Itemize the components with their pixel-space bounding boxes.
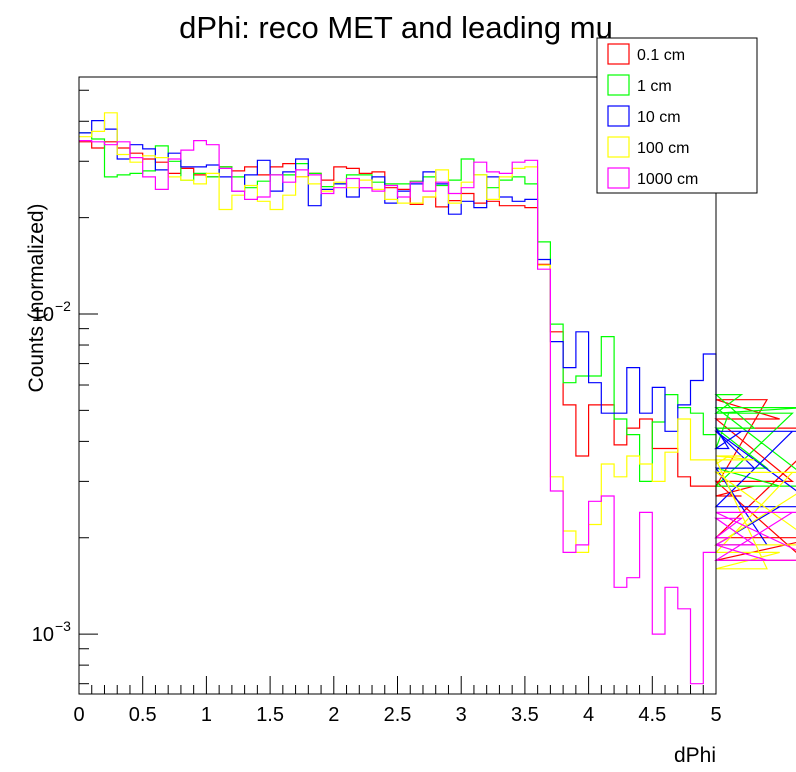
legend-label-2: 10 cm xyxy=(637,109,681,126)
y-tick-base: 10 xyxy=(32,304,54,326)
x-tick-label: 4 xyxy=(583,704,594,726)
legend-swatch-3 xyxy=(607,136,630,158)
legend-swatch-1 xyxy=(607,74,630,96)
y-axis-label: Counts (normalized) xyxy=(25,203,48,392)
legend-label-0: 0.1 cm xyxy=(637,47,685,64)
x-tick-label: 1.5 xyxy=(256,704,284,726)
legend-label-4: 1000 cm xyxy=(637,171,698,188)
chart-title: dPhi: reco MET and leading mu xyxy=(179,10,613,45)
y-axis: 10−210−3 xyxy=(32,89,98,685)
x-axis-label: dPhi xyxy=(674,744,716,767)
x-tick-label: 1 xyxy=(201,704,212,726)
legend-swatch-0 xyxy=(607,43,630,65)
x-tick-label: 0.5 xyxy=(129,704,157,726)
y-tick-exponent: −3 xyxy=(55,618,71,634)
legend-label-3: 100 cm xyxy=(637,140,689,157)
series-3-line xyxy=(79,112,796,570)
x-tick-label: 2 xyxy=(328,704,339,726)
y-tick-exponent: −2 xyxy=(55,298,71,314)
legend: 0.1 cm 1 cm 10 cm 100 cm 1000 cm xyxy=(596,37,758,194)
x-tick-label: 4.5 xyxy=(638,704,666,726)
legend-label-1: 1 cm xyxy=(637,78,672,95)
legend-swatch-4 xyxy=(607,167,630,189)
x-tick-label: 3 xyxy=(456,704,467,726)
legend-swatch-2 xyxy=(607,105,630,127)
x-tick-label: 2.5 xyxy=(384,704,412,726)
x-tick-label: 0 xyxy=(73,704,84,726)
series-2-line xyxy=(79,120,796,546)
y-tick-label: 10 −2 xyxy=(32,298,71,326)
y-tick-base: 10 xyxy=(32,624,54,646)
x-tick-label: 3.5 xyxy=(511,704,539,726)
series-4-line xyxy=(79,140,796,685)
x-axis: 0 0.5 1 1.5 2 2.5 3 3.5 4 4.5 5 xyxy=(73,676,722,726)
y-tick-label: 10 −3 xyxy=(32,618,71,646)
x-tick-label: 5 xyxy=(710,704,721,726)
